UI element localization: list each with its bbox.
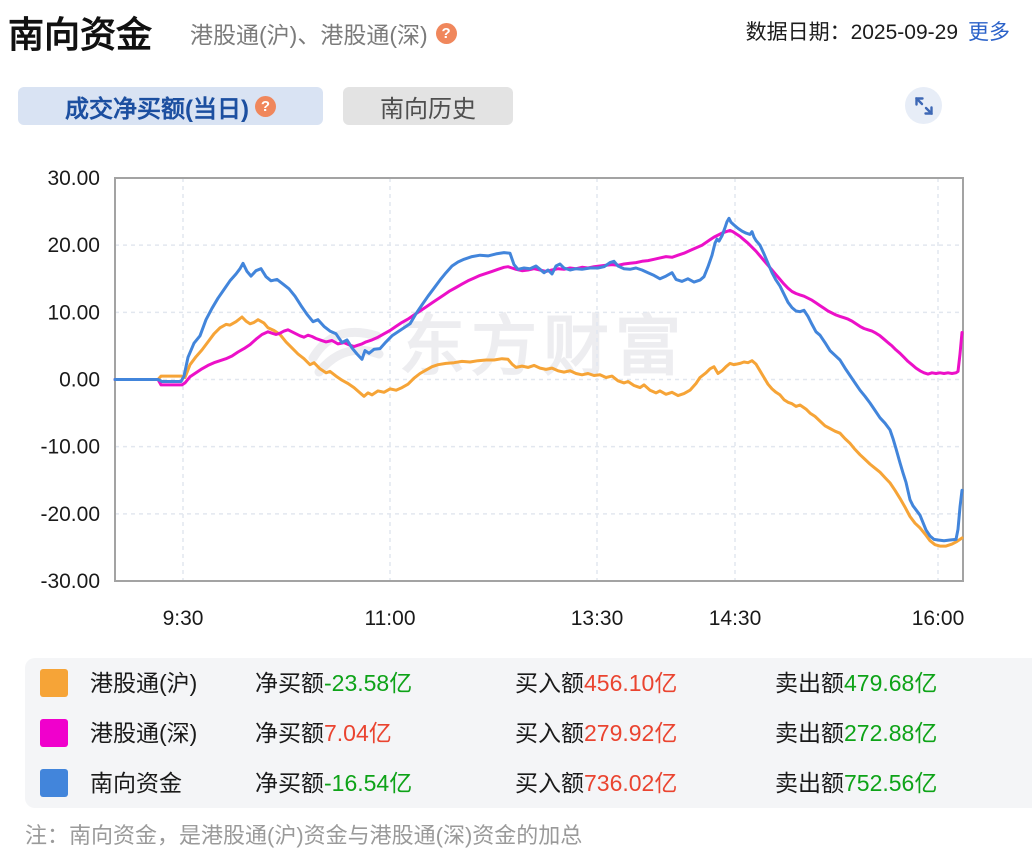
tab-southbound-history-label: 南向历史 [380, 95, 476, 123]
net-buy-label: 净买额 [255, 770, 324, 796]
sell-pair: 卖出额272.88亿 [775, 708, 937, 758]
net-buy-value: 7.04亿 [324, 720, 392, 746]
y-tick-label: 20.00 [47, 234, 100, 257]
buy-label: 买入额 [515, 720, 584, 746]
buy-value: 279.92亿 [584, 720, 678, 746]
net-buy-value: -23.58亿 [324, 670, 413, 696]
data-date-area: 数据日期：2025-09-29 更多 [746, 16, 1010, 46]
data-date-label: 数据日期：2025-09-29 [745, 21, 958, 44]
chart-legend-panel: 港股通(沪) 净买额-23.58亿 买入额456.10亿 卖出额479.68亿 … [25, 658, 1032, 808]
net-buy-pair: 净买额7.04亿 [255, 708, 392, 758]
subtitle-text: 港股通(沪)、港股通(深) [190, 22, 428, 48]
chart-canvas: 30.00 20.00 10.00 0.00 -10.00 -20.00 -30.00 9:3… [40, 167, 965, 630]
series-line-南向资金 [113, 216, 964, 543]
x-tick-label: 14:30 [709, 607, 762, 630]
y-tick-label: -20.00 [40, 503, 100, 526]
tab-net-buy-today[interactable]: 成交净买额(当日) ? [18, 87, 323, 125]
y-tick-label: 0.00 [59, 369, 100, 392]
tab-net-buy-label: 成交净买额(当日) [65, 95, 249, 123]
buy-value: 456.10亿 [584, 670, 678, 696]
sell-value: 272.88亿 [844, 720, 938, 746]
net-buy-value: -16.54亿 [324, 770, 413, 796]
legend-row-sh-connect: 港股通(沪) 净买额-23.58亿 买入额456.10亿 卖出额479.68亿 [25, 658, 1032, 708]
legend-row-southbound: 南向资金 净买额-16.54亿 买入额736.02亿 卖出额752.56亿 [25, 758, 1032, 808]
y-tick-label: 10.00 [47, 301, 100, 324]
sell-value: 479.68亿 [844, 670, 938, 696]
series-line-港股通(沪) [113, 315, 964, 548]
tab-help-icon[interactable]: ? [254, 95, 276, 117]
buy-pair: 买入额456.10亿 [515, 658, 677, 708]
x-tick-label: 11:00 [365, 607, 416, 630]
more-link[interactable]: 更多 [968, 21, 1010, 44]
subtitle-help-icon[interactable]: ? [435, 22, 457, 44]
swatch-southbound [40, 769, 68, 797]
line-chart: 东方财富 30.00 20.00 10.00 0.00 -10.00 -20.00 -30.… [0, 155, 1032, 647]
expand-arrows-icon [914, 96, 933, 115]
sell-pair: 卖出额479.68亿 [775, 658, 937, 708]
series-name: 港股通(沪) [90, 670, 198, 696]
swatch-sz-connect [40, 719, 68, 747]
net-buy-label: 净买额 [255, 720, 324, 746]
buy-label: 买入额 [515, 670, 584, 696]
x-tick-label: 13:30 [571, 607, 624, 630]
series-name: 南向资金 [90, 770, 182, 796]
y-tick-label: 30.00 [47, 167, 100, 190]
sell-label: 卖出额 [775, 720, 844, 746]
legend-row-sz-connect: 港股通(深) 净买额7.04亿 买入额279.92亿 卖出额272.88亿 [25, 708, 1032, 758]
buy-value: 736.02亿 [584, 770, 678, 796]
swatch-sh-connect [40, 669, 68, 697]
series-line-港股通(深) [113, 228, 964, 387]
page-title: 南向资金 [8, 14, 153, 55]
buy-pair: 买入额279.92亿 [515, 708, 677, 758]
net-buy-pair: 净买额-16.54亿 [255, 758, 412, 808]
page-subtitle: 港股通(沪)、港股通(深) ? [190, 16, 457, 50]
sell-pair: 卖出额752.56亿 [775, 758, 937, 808]
buy-pair: 买入额736.02亿 [515, 758, 677, 808]
sell-label: 卖出额 [775, 770, 844, 796]
sell-value: 752.56亿 [844, 770, 938, 796]
buy-label: 买入额 [515, 770, 584, 796]
series-name: 港股通(深) [90, 720, 198, 746]
sell-label: 卖出额 [775, 670, 844, 696]
net-buy-label: 净买额 [255, 670, 324, 696]
x-tick-label: 9:30 [163, 607, 204, 630]
footnote: 注：南向资金，是港股通(沪)资金与港股通(深)资金的加总 [25, 823, 583, 848]
y-tick-label: -10.00 [40, 436, 100, 459]
x-tick-label: 16:00 [912, 607, 965, 630]
net-buy-pair: 净买额-23.58亿 [255, 658, 412, 708]
tab-southbound-history[interactable]: 南向历史 [343, 87, 513, 125]
y-tick-label: -30.00 [40, 570, 100, 593]
expand-button[interactable] [905, 87, 942, 124]
